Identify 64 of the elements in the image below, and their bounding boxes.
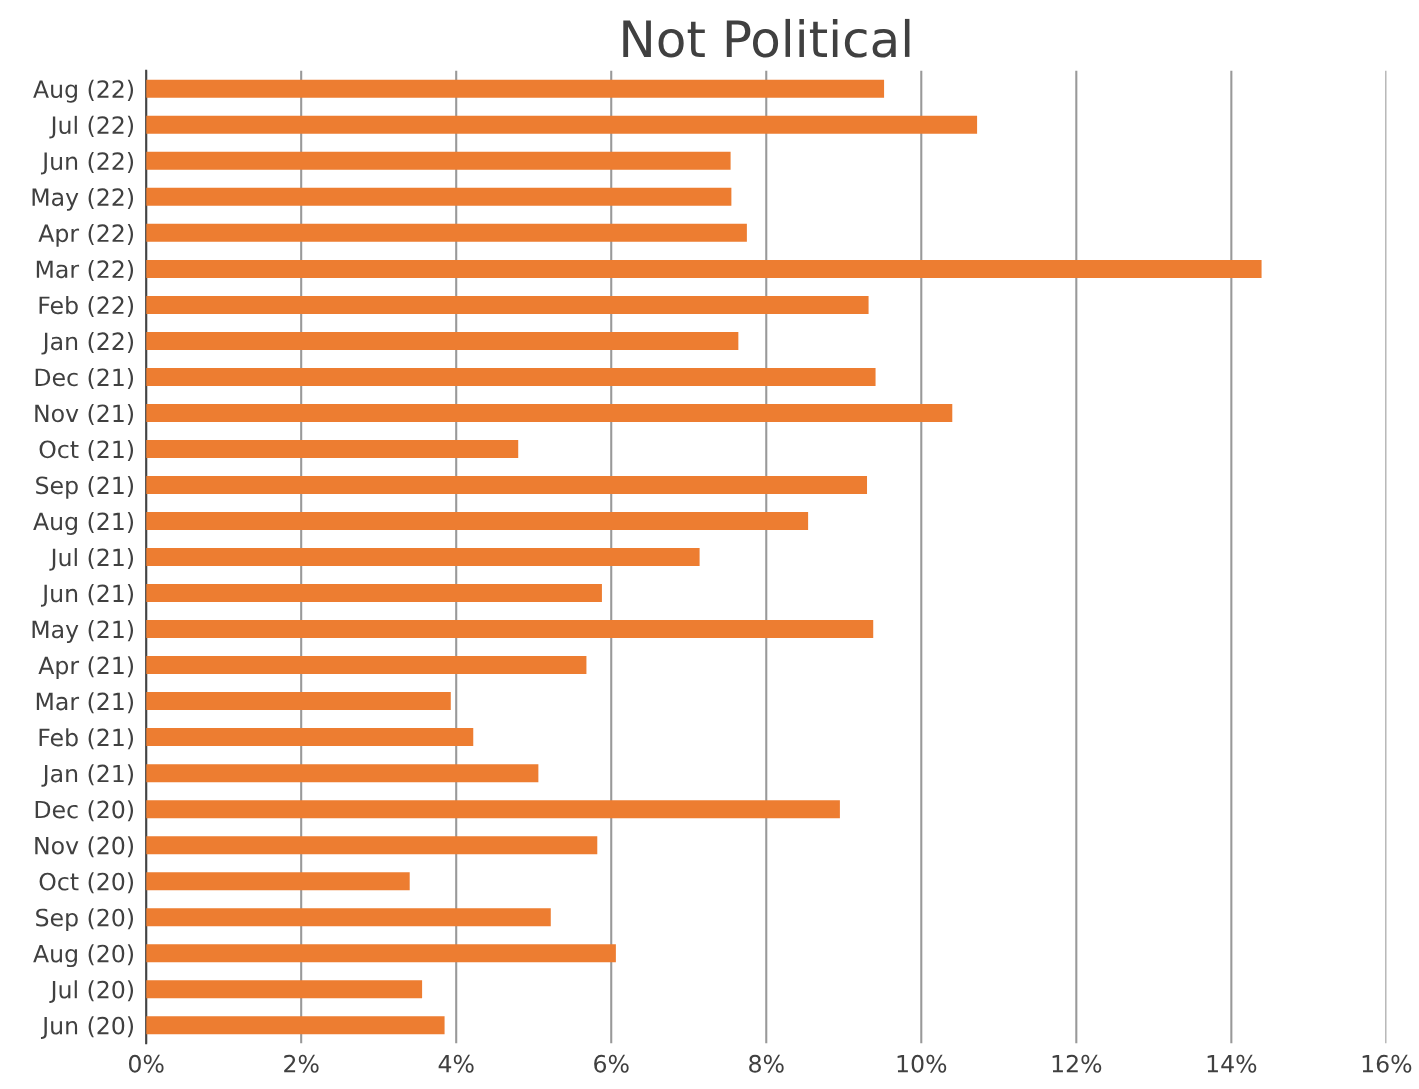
y-tick-label: Aug (20) bbox=[33, 944, 134, 968]
y-tick-label: Apr (22) bbox=[38, 223, 134, 247]
x-tick-label: 16% bbox=[1362, 1054, 1412, 1073]
bar bbox=[146, 944, 616, 963]
bar bbox=[146, 836, 598, 855]
bar bbox=[146, 980, 423, 999]
y-tick-label: Sep (20) bbox=[36, 908, 134, 932]
y-tick-label: Mar (22) bbox=[36, 259, 134, 281]
bar bbox=[146, 331, 739, 350]
y-tick-label: May (22) bbox=[32, 187, 134, 211]
y-tick-label: Feb (21) bbox=[39, 728, 134, 750]
bar bbox=[146, 620, 874, 639]
y-tick-label: Aug (22) bbox=[33, 79, 134, 103]
y-tick-label: Dec (20) bbox=[35, 800, 134, 822]
y-tick-label: Jan (21) bbox=[41, 764, 134, 787]
x-tick-label: 10% bbox=[897, 1054, 947, 1073]
y-tick-label: Jun (20) bbox=[40, 1016, 134, 1039]
y-tick-label: Jul (22) bbox=[49, 115, 134, 139]
bar bbox=[146, 548, 700, 567]
y-tick-label: Feb (22) bbox=[39, 295, 134, 317]
x-tick-label: 4% bbox=[438, 1054, 474, 1073]
bar bbox=[146, 475, 868, 494]
bar bbox=[146, 151, 731, 170]
y-tick-label: May (21) bbox=[32, 620, 134, 643]
y-tick-label: Mar (21) bbox=[36, 692, 134, 714]
bar bbox=[146, 367, 876, 386]
bar bbox=[146, 764, 539, 783]
bar bbox=[146, 908, 551, 927]
y-tick-label: Jul (21) bbox=[49, 548, 134, 571]
y-tick-label: Nov (21) bbox=[35, 404, 134, 426]
bar bbox=[146, 223, 747, 242]
bar bbox=[146, 187, 732, 206]
bar bbox=[146, 439, 519, 458]
x-tick-label: 2% bbox=[284, 1054, 319, 1073]
y-tick-label: Dec (21) bbox=[35, 367, 134, 390]
y-tick-label: Sep (21) bbox=[36, 476, 134, 499]
bar bbox=[146, 79, 885, 98]
bar bbox=[146, 656, 587, 675]
y-tick-label: Apr (21) bbox=[38, 656, 134, 679]
bar bbox=[146, 728, 474, 747]
bar bbox=[146, 872, 410, 891]
y-tick-label: Nov (20) bbox=[35, 836, 134, 858]
bar bbox=[146, 584, 602, 603]
bar bbox=[146, 1016, 445, 1035]
x-tick-label: 8% bbox=[749, 1054, 784, 1073]
chart-title: Not Political bbox=[623, 18, 910, 58]
x-tick-label: 14% bbox=[1207, 1054, 1257, 1073]
bar bbox=[146, 295, 869, 314]
bar bbox=[146, 512, 809, 531]
bar bbox=[146, 692, 451, 711]
x-tick-label: 12% bbox=[1052, 1054, 1102, 1073]
y-tick-label: Aug (21) bbox=[33, 512, 134, 535]
y-tick-label: Jul (20) bbox=[49, 980, 134, 1003]
y-tick-label: Jan (22) bbox=[41, 331, 134, 355]
y-tick-label: Jun (21) bbox=[40, 584, 134, 607]
y-tick-label: Oct (21) bbox=[39, 440, 134, 462]
bar bbox=[146, 403, 953, 422]
y-tick-label: Jun (22) bbox=[40, 151, 134, 175]
bar bbox=[146, 800, 840, 819]
x-tick-label: 0% bbox=[128, 1054, 164, 1073]
bar bbox=[146, 115, 978, 134]
x-tick-label: 6% bbox=[594, 1054, 629, 1073]
bar bbox=[146, 259, 1262, 278]
y-tick-label: Oct (20) bbox=[39, 872, 134, 894]
